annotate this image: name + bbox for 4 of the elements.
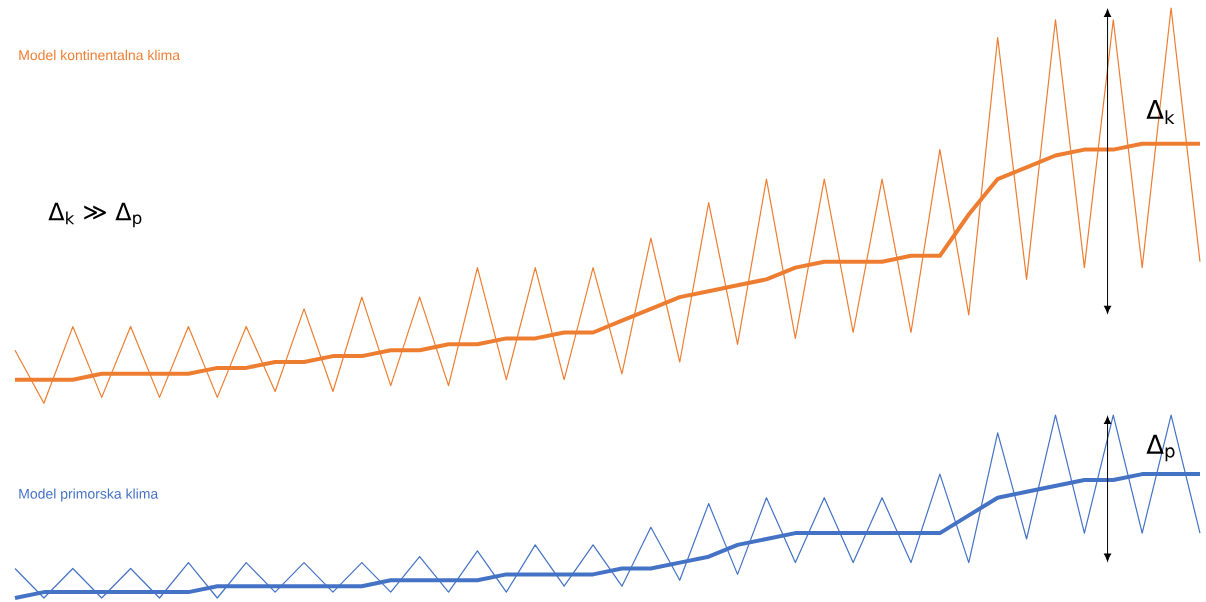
text: Model primorska klima	[19, 488, 159, 502]
annotation: Δ$_{k}$ ≫ Δ$_{p}$	[48, 202, 142, 228]
annotation: Δ$_{p}$	[1146, 434, 1175, 462]
text: Model kontinentalna klima	[19, 49, 181, 61]
